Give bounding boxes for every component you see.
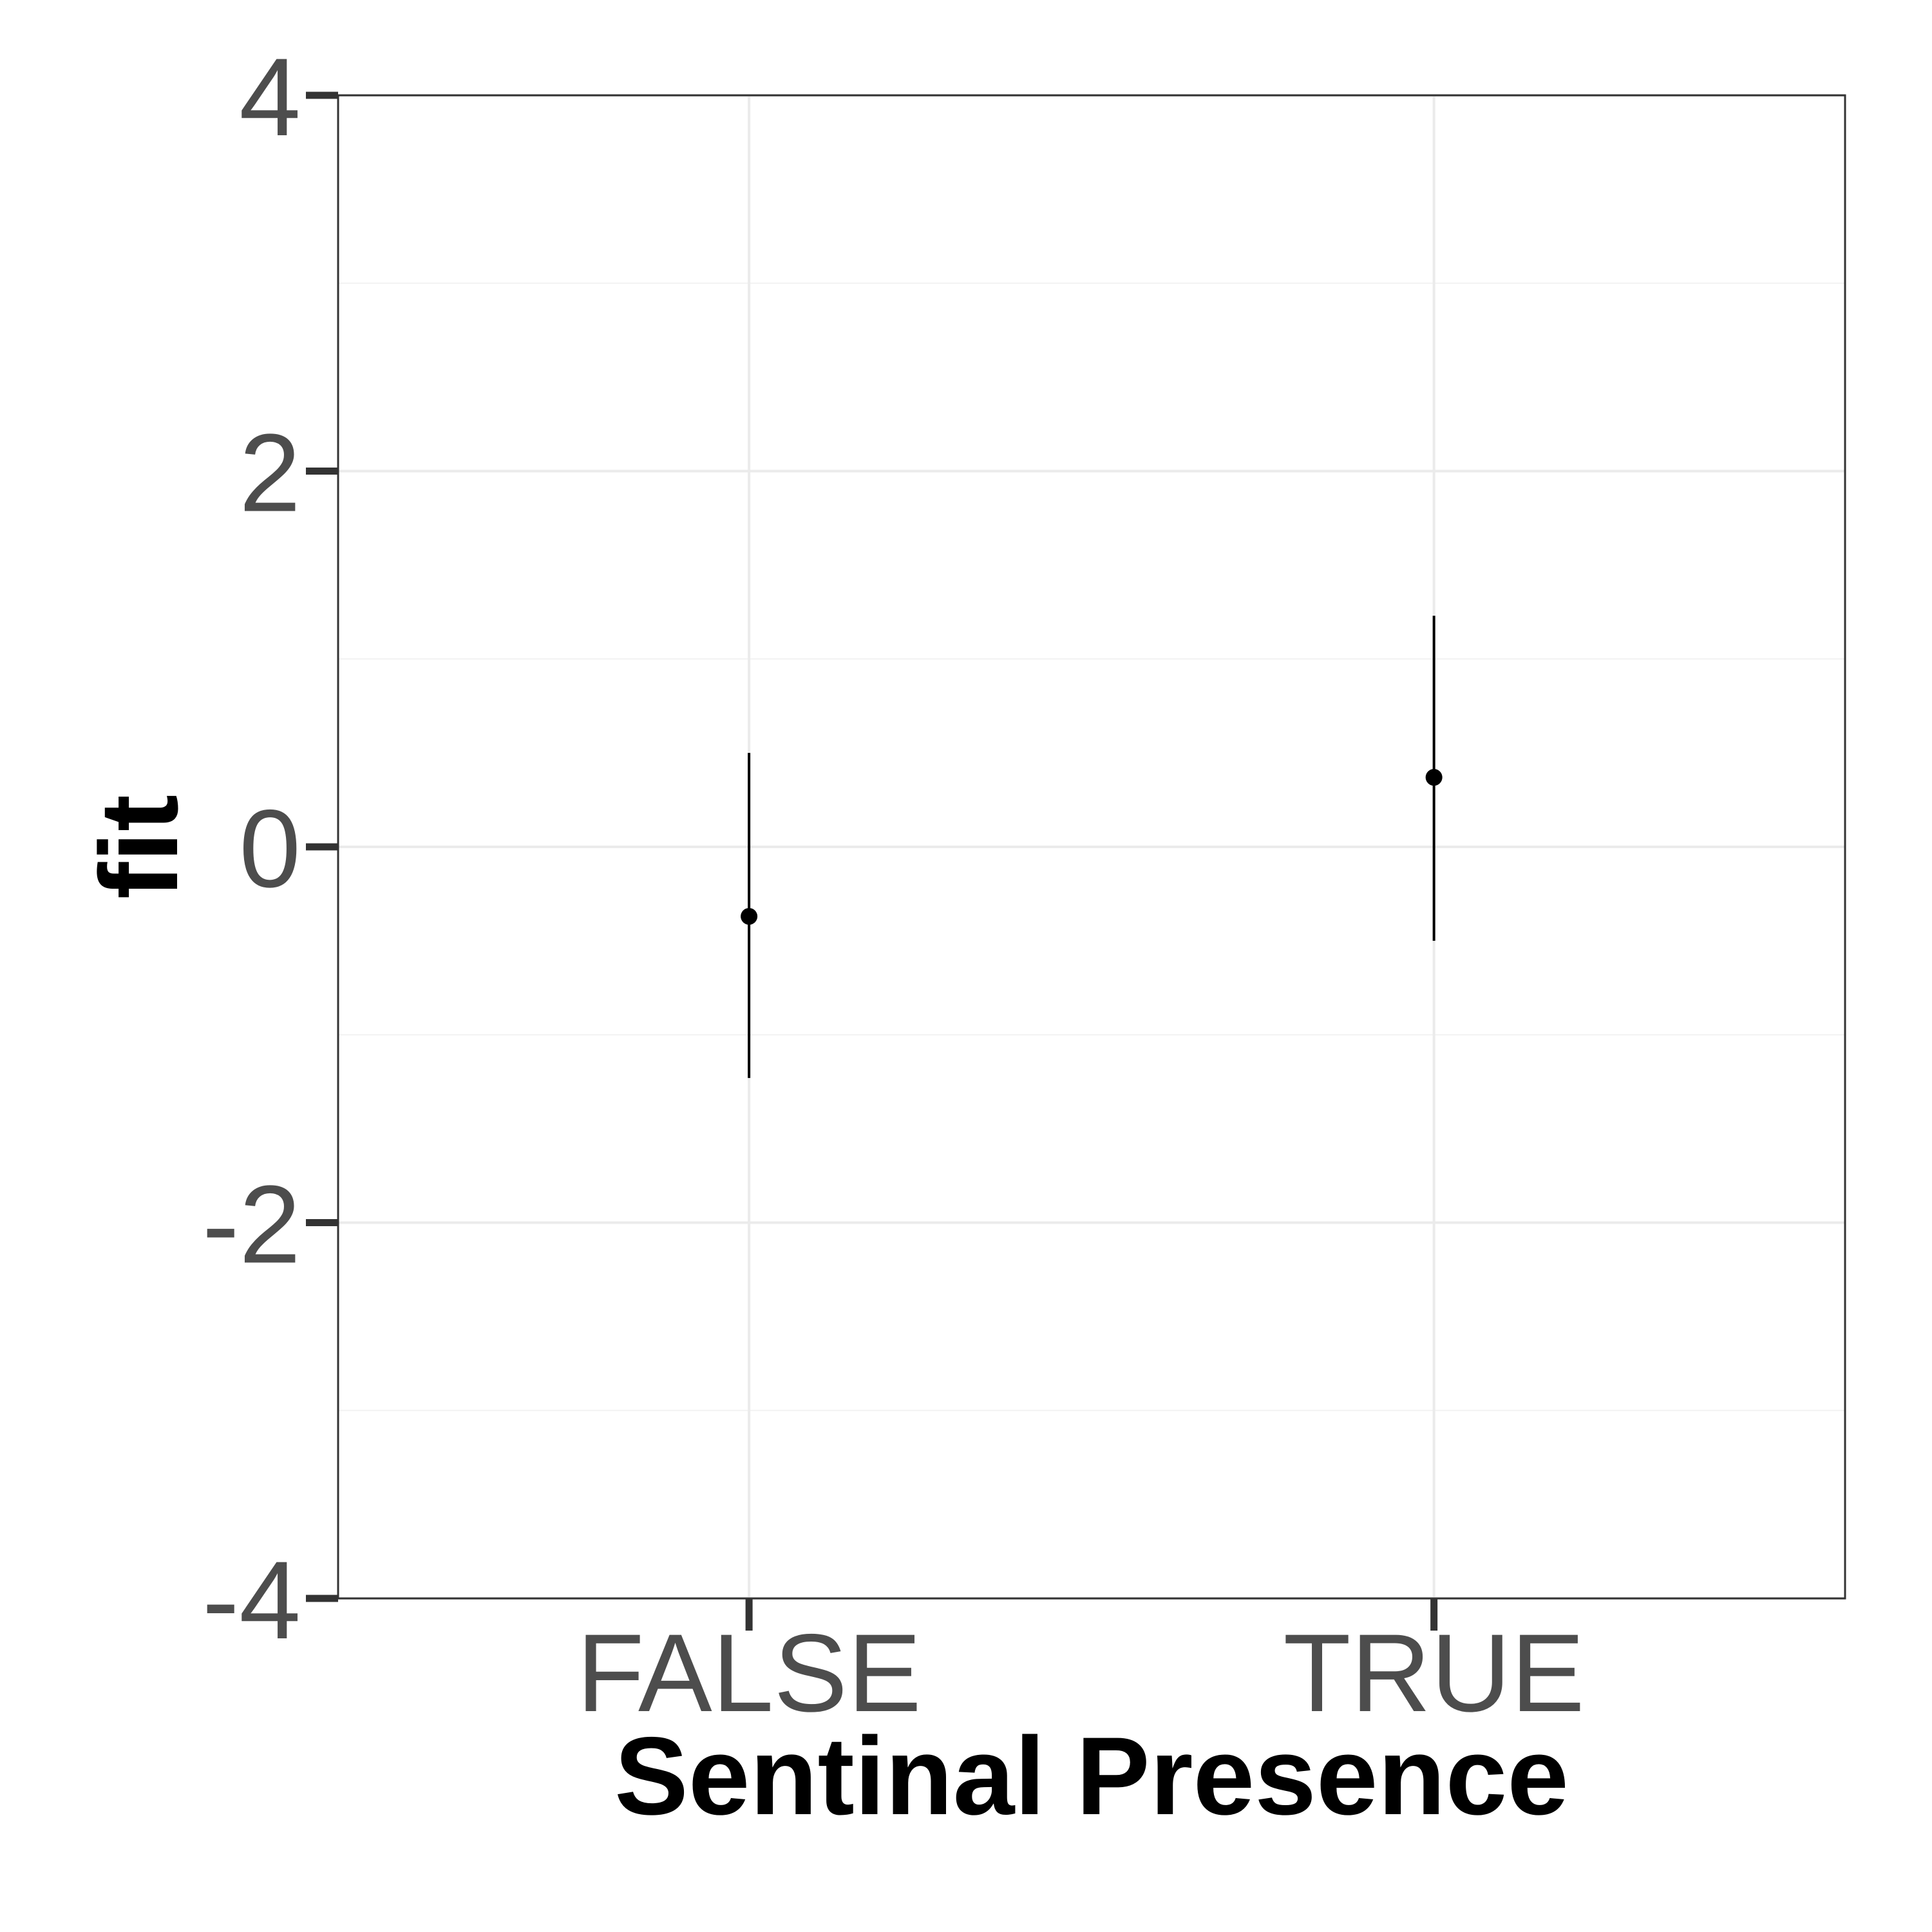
y-tick-label: 0 [239, 787, 301, 911]
x-axis-title: Sentinal Presence [614, 1714, 1569, 1838]
marks-layer [741, 616, 1443, 1078]
ticks-layer: -4 -2 0 2 4 FALSE TRUE [202, 35, 1585, 1735]
y-axis-title: fit [77, 795, 201, 899]
x-tick-label: FALSE [576, 1611, 921, 1735]
data-point [1425, 769, 1443, 786]
y-tick-label: -2 [202, 1163, 301, 1287]
x-tick-label: TRUE [1283, 1611, 1585, 1735]
y-tick-label: 4 [239, 35, 301, 159]
grid-layer [338, 94, 1845, 1600]
y-tick-label: -4 [202, 1539, 301, 1662]
y-tick-label: 2 [239, 412, 301, 535]
data-point [741, 907, 758, 925]
